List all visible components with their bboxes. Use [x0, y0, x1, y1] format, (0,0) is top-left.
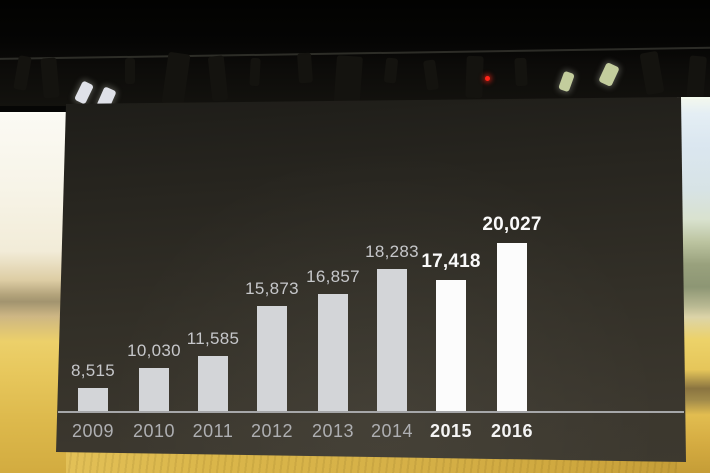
stage-light-fixture [161, 51, 191, 107]
stage-light-fixture [207, 55, 229, 102]
bar-2009 [78, 388, 108, 411]
x-tick-label-2016: 2016 [490, 421, 534, 441]
bar-value-label: 17,418 [421, 251, 481, 272]
x-tick-label-2009: 2009 [71, 421, 115, 441]
stage-light-fixture [383, 57, 399, 84]
stage-light-fixture [422, 59, 440, 91]
x-tick-label-2011: 2011 [192, 421, 234, 441]
stage-light-fixture [13, 55, 32, 91]
red-indicator-light [485, 76, 490, 81]
bar-2016 [497, 243, 527, 411]
stage-light-lit-icon [598, 62, 620, 87]
x-tick-label-2010: 2010 [132, 421, 176, 441]
bar-value-label: 8,515 [70, 361, 116, 380]
bar-2010 [139, 368, 169, 411]
stage-light-fixture [296, 52, 314, 84]
stage-light-fixture [249, 57, 261, 87]
bar-value-label: 18,283 [365, 242, 419, 261]
stage-light-fixture [40, 57, 60, 99]
bar-2014 [377, 269, 407, 411]
bar-value-label: 20,027 [482, 214, 542, 235]
left-desert-side-screen [0, 112, 66, 473]
x-tick-label-2015: 2015 [429, 421, 473, 441]
stage-light-fixture [514, 57, 528, 87]
bar-value-label: 16,857 [306, 267, 360, 286]
bar-value-label: 10,030 [127, 341, 181, 360]
bar-chart: 8,515 2009 10,030 2010 11,585 2011 15,873 2012 1… [56, 97, 686, 462]
stage-light-fixture [639, 50, 665, 96]
bar-value-label: 15,873 [245, 279, 299, 298]
x-tick-label-2012: 2012 [250, 421, 294, 441]
stage-light-lit-icon [74, 80, 94, 105]
bar-2015 [436, 280, 466, 411]
x-tick-label-2013: 2013 [311, 421, 355, 441]
stage-light-fixture [125, 58, 135, 84]
bar-2011 [198, 356, 228, 411]
presentation-screen: 8,515 2009 10,030 2010 11,585 2011 15,873 2012 1… [56, 97, 686, 462]
stage-light-fixture [686, 55, 707, 103]
x-axis-baseline [58, 411, 684, 413]
bar-2012 [257, 306, 287, 411]
x-tick-label-2014: 2014 [370, 421, 414, 441]
bar-2013 [318, 294, 348, 411]
stage-ceiling [0, 0, 710, 114]
stage-light-lit-icon [558, 70, 575, 93]
bar-value-label: 11,585 [186, 329, 240, 348]
stage-light-fixture [465, 55, 484, 99]
